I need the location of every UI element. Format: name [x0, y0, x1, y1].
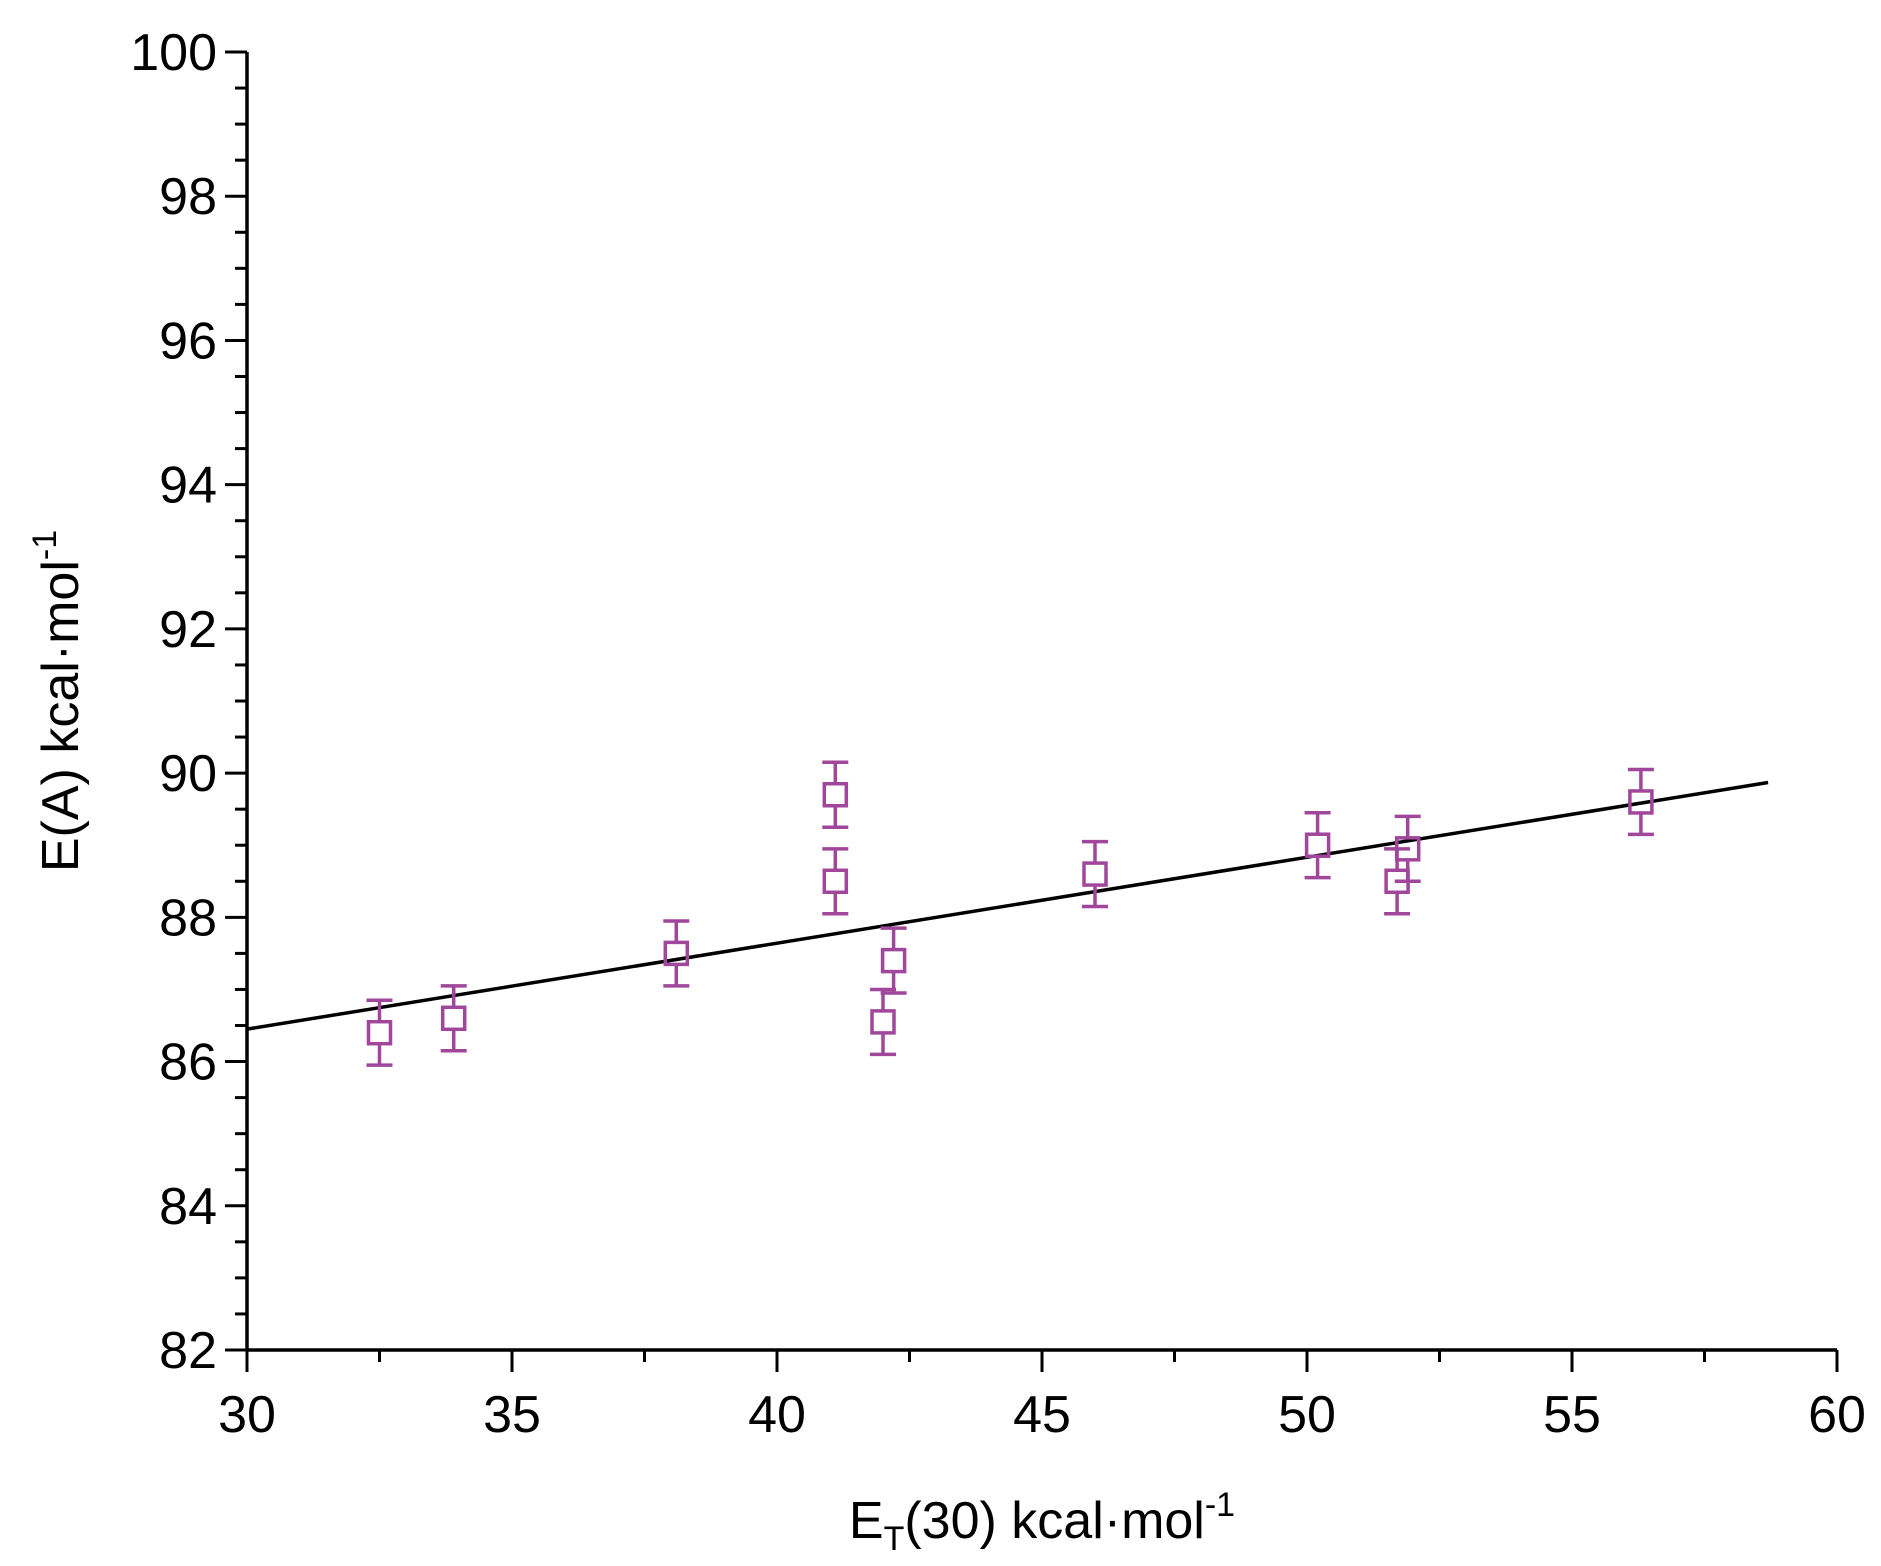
y-tick-label: 90: [159, 745, 217, 803]
x-axis-title-sup: -1: [1205, 1486, 1235, 1524]
square-marker: [366, 1019, 393, 1046]
x-tick-label: 55: [1543, 1386, 1601, 1444]
x-tick-label: 45: [1013, 1386, 1071, 1444]
square-marker: [663, 940, 690, 967]
axes: [245, 52, 1837, 1352]
x-tick-label: 35: [483, 1386, 541, 1444]
y-axis-title: E(A) kcal·mol-1: [26, 530, 90, 872]
data-point: [366, 998, 393, 1067]
y-tick-label: 82: [159, 1322, 217, 1380]
y-tick-label: 86: [159, 1034, 217, 1092]
y-tick-label: 92: [159, 601, 217, 659]
x-axis-title-rest: (30) kcal·mol: [904, 1492, 1205, 1550]
x-tick-label: 60: [1808, 1386, 1866, 1444]
x-axis-title: ET(30) kcal·mol-1: [849, 1486, 1235, 1558]
x-tick-label: 50: [1278, 1386, 1336, 1444]
square-marker: [1394, 836, 1421, 862]
square-marker: [870, 1009, 896, 1035]
fit-line: [246, 780, 1769, 1031]
points-group: [366, 760, 1654, 1067]
x-tick-label: 30: [218, 1386, 276, 1444]
x-axis-title-sub: T: [884, 1520, 905, 1558]
data-point: [822, 847, 849, 916]
x-axis-title-main: E: [849, 1492, 884, 1550]
fit-line-group: [246, 780, 1769, 1031]
y-tick-label: 100: [130, 24, 217, 82]
y-axis-title-main: E(A) kcal·mol: [32, 560, 90, 872]
data-point: [880, 926, 907, 995]
y-tick-label: 98: [159, 168, 217, 226]
data-point: [822, 760, 849, 829]
square-marker: [1082, 861, 1108, 887]
square-marker: [440, 1005, 467, 1032]
y-tick-label: 94: [159, 457, 217, 515]
square-marker: [822, 868, 849, 895]
data-point: [1082, 839, 1108, 909]
square-marker: [1628, 789, 1654, 815]
x-tick-label: 40: [748, 1386, 806, 1444]
data-point: [870, 987, 896, 1057]
y-tick-label: 84: [159, 1178, 217, 1236]
data-point: [663, 919, 690, 988]
data-point: [440, 984, 467, 1053]
data-point: [1394, 814, 1421, 884]
data-point: [1304, 811, 1331, 880]
y-axis-title-sup: -1: [26, 530, 64, 560]
square-marker: [1304, 832, 1331, 858]
data-point: [1627, 767, 1654, 837]
square-marker: [822, 781, 849, 808]
ticks: 30 35 40 45 50 55 60 82 84 86 88 90 92 94 96 98 100: [130, 24, 1866, 1444]
square-marker: [880, 947, 907, 974]
y-tick-label: 88: [159, 889, 217, 947]
y-tick-label: 96: [159, 312, 217, 370]
